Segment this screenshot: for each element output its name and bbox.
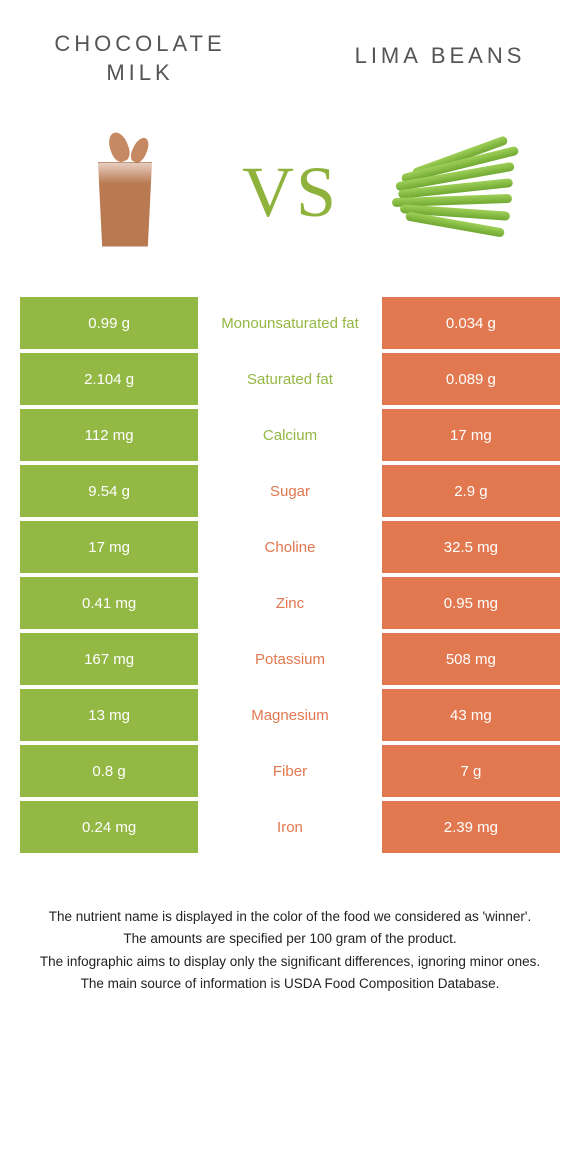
left-value: 167 mg — [20, 633, 198, 685]
footnote-line: The nutrient name is displayed in the co… — [30, 907, 550, 927]
table-row: 9.54 gSugar2.9 g — [20, 465, 560, 517]
left-value: 13 mg — [20, 689, 198, 741]
table-row: 17 mgCholine32.5 mg — [20, 521, 560, 573]
nutrient-label: Potassium — [198, 633, 382, 685]
nutrient-label: Saturated fat — [198, 353, 382, 405]
vs-row: VS — [20, 107, 560, 297]
right-value: 7 g — [382, 745, 560, 797]
nutrient-label: Sugar — [198, 465, 382, 517]
table-row: 13 mgMagnesium43 mg — [20, 689, 560, 741]
nutrient-label: Iron — [198, 801, 382, 853]
right-value: 17 mg — [382, 409, 560, 461]
left-value: 0.99 g — [20, 297, 198, 349]
table-row: 167 mgPotassium508 mg — [20, 633, 560, 685]
table-row: 0.24 mgIron2.39 mg — [20, 801, 560, 853]
right-value: 43 mg — [382, 689, 560, 741]
nutrient-table: 0.99 gMonounsaturated fat0.034 g2.104 gS… — [20, 297, 560, 853]
table-row: 2.104 gSaturated fat0.089 g — [20, 353, 560, 405]
nutrient-label: Choline — [198, 521, 382, 573]
titles-row: CHOCOLATE MILK LIMA BEANS — [20, 30, 560, 107]
right-value: 32.5 mg — [382, 521, 560, 573]
right-food-title: LIMA BEANS — [340, 30, 540, 87]
nutrient-label: Monounsaturated fat — [198, 297, 382, 349]
left-value: 9.54 g — [20, 465, 198, 517]
right-value: 0.089 g — [382, 353, 560, 405]
table-row: 0.99 gMonounsaturated fat0.034 g — [20, 297, 560, 349]
lima-beans-image — [380, 117, 530, 267]
table-row: 0.41 mgZinc0.95 mg — [20, 577, 560, 629]
table-row: 0.8 gFiber7 g — [20, 745, 560, 797]
infographic-container: CHOCOLATE MILK LIMA BEANS VS 0.99 gMonou… — [0, 0, 580, 1016]
footnote-line: The infographic aims to display only the… — [30, 952, 550, 972]
nutrient-label: Calcium — [198, 409, 382, 461]
left-value: 2.104 g — [20, 353, 198, 405]
nutrient-label: Zinc — [198, 577, 382, 629]
left-value: 112 mg — [20, 409, 198, 461]
left-value: 0.8 g — [20, 745, 198, 797]
footnote-line: The main source of information is USDA F… — [30, 974, 550, 994]
right-value: 508 mg — [382, 633, 560, 685]
left-value: 17 mg — [20, 521, 198, 573]
left-value: 0.41 mg — [20, 577, 198, 629]
table-row: 112 mgCalcium17 mg — [20, 409, 560, 461]
vs-label: VS — [242, 151, 338, 234]
footnotes: The nutrient name is displayed in the co… — [20, 857, 560, 994]
footnote-line: The amounts are specified per 100 gram o… — [30, 929, 550, 949]
right-value: 0.95 mg — [382, 577, 560, 629]
left-value: 0.24 mg — [20, 801, 198, 853]
right-value: 0.034 g — [382, 297, 560, 349]
chocolate-milk-image — [50, 117, 200, 267]
right-value: 2.9 g — [382, 465, 560, 517]
nutrient-label: Fiber — [198, 745, 382, 797]
right-value: 2.39 mg — [382, 801, 560, 853]
nutrient-label: Magnesium — [198, 689, 382, 741]
left-food-title: CHOCOLATE MILK — [40, 30, 240, 87]
